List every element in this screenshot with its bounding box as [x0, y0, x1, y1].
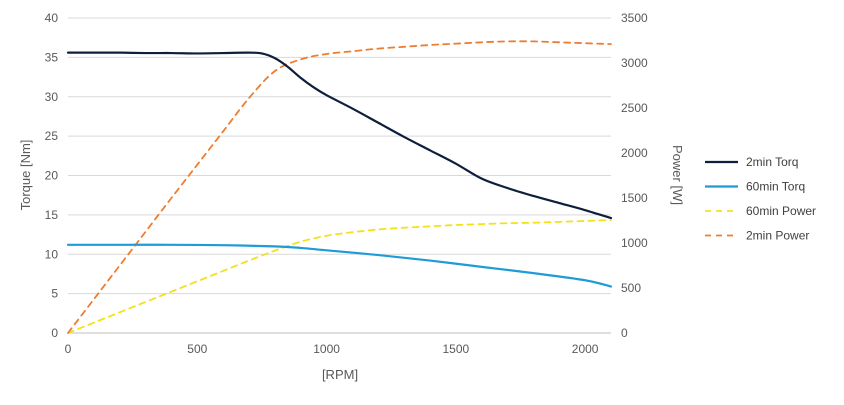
y2-tick-label: 1000 — [621, 236, 648, 250]
series-lines — [66, 40, 613, 334]
x-tick-label: 1500 — [443, 342, 470, 356]
x-tick-label: 0 — [65, 342, 72, 356]
legend-label: 60min Torq — [746, 180, 805, 194]
series-line-60min-power — [67, 219, 612, 334]
legend: 2min Torq 60min Torq 60min Power 2min Power — [705, 155, 816, 243]
legend-label: 2min Torq — [746, 155, 798, 169]
y2-tick-label: 3500 — [621, 11, 648, 25]
y2-tick-label: 0 — [621, 326, 628, 340]
y-tick-label: 5 — [51, 287, 58, 301]
series-line-2min-torq — [66, 51, 613, 220]
y-tick-label: 30 — [45, 90, 59, 104]
legend-label: 60min Power — [746, 204, 816, 218]
y-tick-label: 35 — [45, 50, 59, 64]
series-line-2min-power — [67, 40, 612, 334]
y-axis-title: Torque [Nm] — [18, 140, 33, 211]
axes: 0 5 10 15 20 25 30 35 40 0 500 1000 1500 2000 2500 3000… — [45, 11, 648, 356]
y2-tick-label: 3000 — [621, 56, 648, 70]
x-tick-label: 500 — [187, 342, 207, 356]
y2-tick-label: 500 — [621, 281, 641, 295]
series-line-60min-torq — [66, 243, 613, 288]
y2-tick-label: 2500 — [621, 101, 648, 115]
x-axis-title: [RPM] — [322, 367, 358, 382]
legend-label: 2min Power — [746, 229, 809, 243]
y-tick-label: 25 — [45, 129, 59, 143]
y2-axis-title: Power [W] — [670, 145, 685, 205]
y2-tick-label: 1500 — [621, 191, 648, 205]
y-tick-label: 10 — [45, 247, 59, 261]
x-tick-label: 1000 — [313, 342, 340, 356]
y-tick-label: 15 — [45, 208, 59, 222]
x-tick-label: 2000 — [572, 342, 599, 356]
y-tick-label: 0 — [51, 326, 58, 340]
y2-tick-label: 2000 — [621, 146, 648, 160]
y-tick-label: 40 — [45, 11, 59, 25]
y-tick-label: 20 — [45, 169, 59, 183]
